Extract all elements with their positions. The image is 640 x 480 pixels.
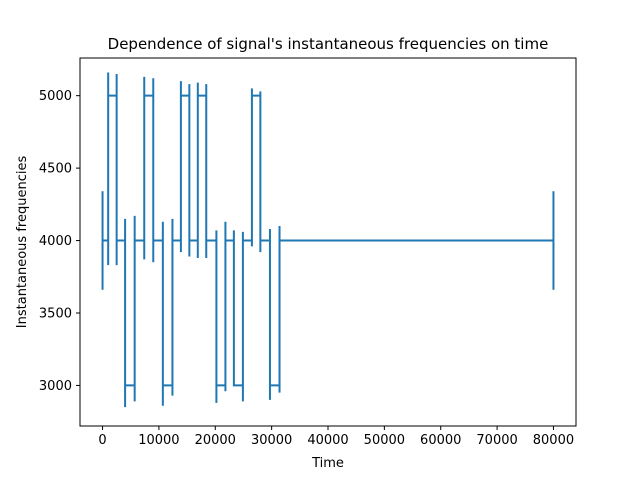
axes-frame	[79, 57, 577, 427]
y-tick-label: 4000	[39, 234, 72, 249]
x-axis-title: Time	[311, 456, 344, 471]
y-axis-title: Instantaneous frequencies	[15, 156, 30, 329]
x-tick-label: 20000	[195, 433, 236, 448]
x-tick-label: 50000	[364, 433, 405, 448]
y-tick-label: 3000	[39, 379, 72, 394]
series-line-0	[101, 72, 555, 408]
x-tick-label: 60000	[420, 433, 461, 448]
y-tick-label: 5000	[39, 89, 72, 104]
x-tick-label: 40000	[307, 433, 348, 448]
axis-ticks: 0 10000 20000 30000 40000 50000 60000 70000 8000…	[39, 89, 574, 448]
chart-title: Dependence of signal's instantaneous fre…	[108, 35, 549, 53]
x-tick-label: 30000	[251, 433, 292, 448]
y-tick-label: 3500	[39, 306, 72, 321]
x-tick-label: 70000	[476, 433, 517, 448]
plot-area	[101, 72, 555, 408]
y-tick-label: 4500	[39, 162, 72, 177]
x-tick-label: 10000	[138, 433, 179, 448]
x-tick-label: 0	[98, 433, 106, 448]
x-tick-label: 80000	[533, 433, 574, 448]
